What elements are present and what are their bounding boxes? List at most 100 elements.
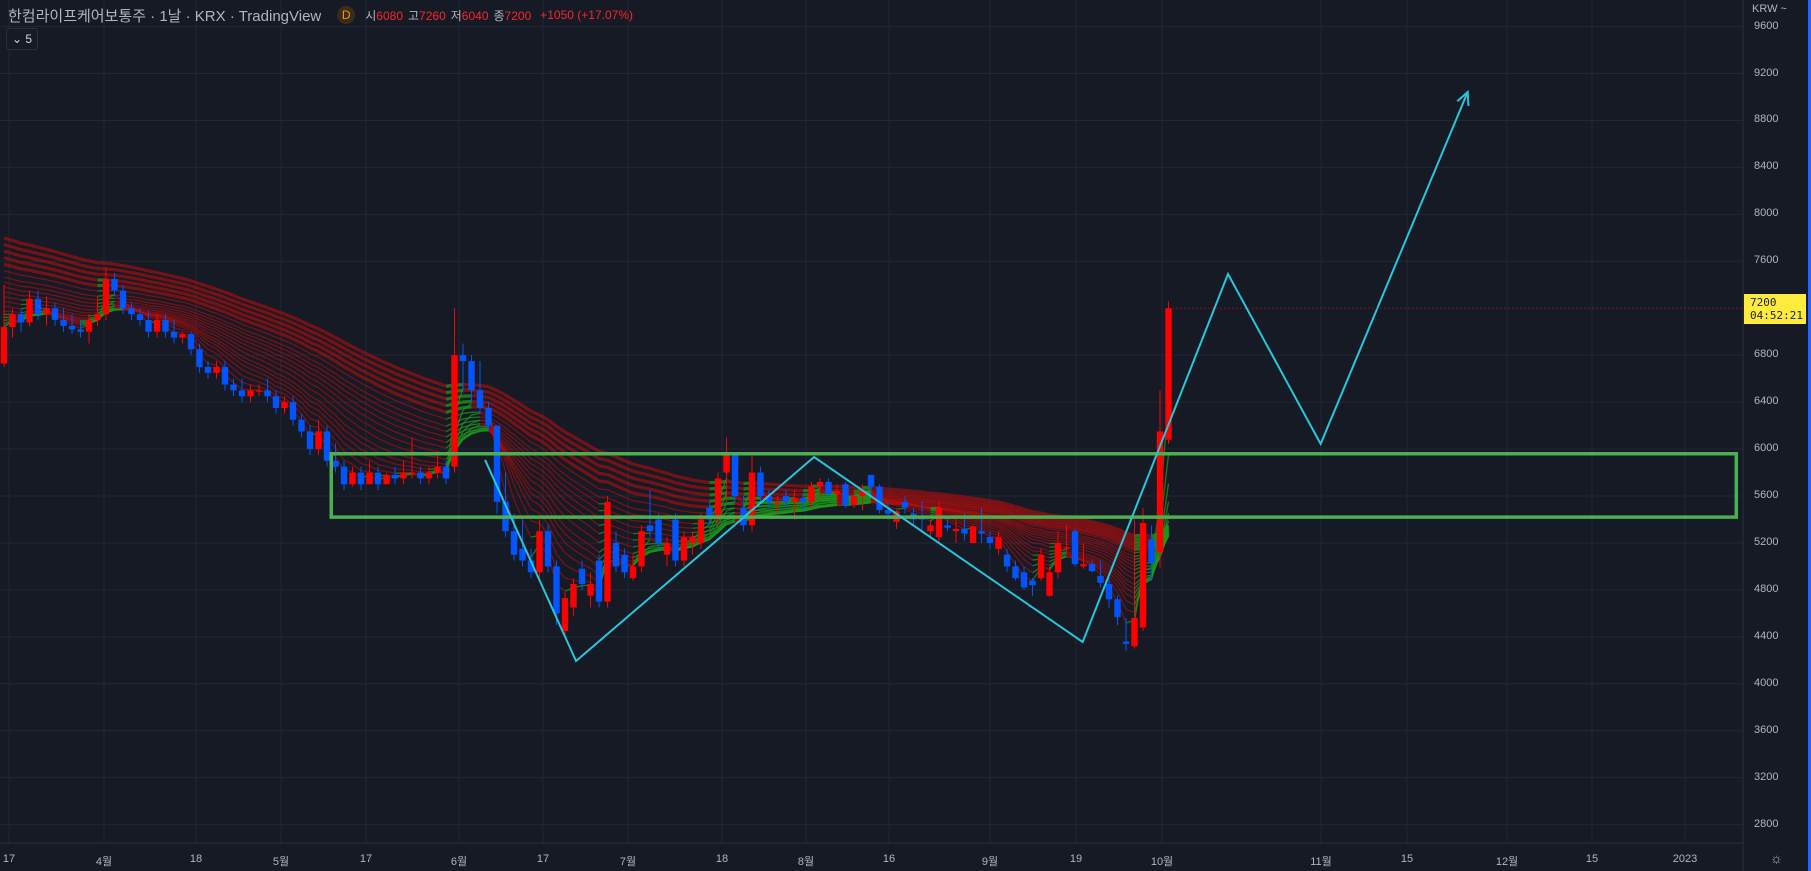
time-tick: 11월 bbox=[1310, 856, 1332, 868]
ema-segment bbox=[428, 449, 438, 453]
candle-body bbox=[680, 537, 688, 561]
ema-segment bbox=[309, 340, 320, 348]
ema-segment bbox=[1083, 558, 1093, 562]
ema-segment bbox=[352, 435, 362, 444]
ema-segment bbox=[207, 354, 217, 360]
ema-segment bbox=[301, 402, 311, 413]
ema-segment bbox=[1023, 525, 1033, 531]
time-tick: 17 bbox=[359, 853, 373, 865]
ema-segment bbox=[88, 277, 98, 282]
ema-segment bbox=[505, 438, 515, 448]
ema-segment bbox=[3, 243, 13, 249]
ema-segment bbox=[37, 292, 47, 295]
ema-segment bbox=[546, 437, 558, 448]
candle-body bbox=[825, 481, 832, 494]
ema-segment bbox=[88, 271, 98, 276]
ema-segment bbox=[989, 511, 999, 515]
ema-segment bbox=[63, 288, 73, 293]
ema-segment bbox=[649, 487, 659, 493]
ema-segment bbox=[1015, 504, 1025, 511]
ema-segment bbox=[581, 454, 592, 462]
ema-segment bbox=[148, 314, 158, 317]
ema-segment bbox=[947, 505, 957, 509]
ema-segment bbox=[1032, 527, 1042, 531]
ema-segment bbox=[267, 349, 277, 355]
ema-segment bbox=[615, 469, 626, 477]
ema-segment bbox=[1023, 507, 1033, 514]
ema-segment bbox=[641, 493, 651, 498]
ema-segment bbox=[420, 434, 430, 439]
ema-segment bbox=[71, 278, 81, 285]
ema-segment bbox=[258, 386, 268, 391]
ema-segment bbox=[241, 297, 252, 304]
ema-segment bbox=[513, 475, 524, 494]
ema-segment bbox=[564, 533, 574, 542]
ema-segment bbox=[504, 410, 515, 419]
ema-segment bbox=[556, 459, 566, 468]
data-status-badge[interactable]: D bbox=[337, 6, 356, 24]
ema-segment bbox=[292, 375, 302, 383]
candle-body bbox=[663, 542, 671, 555]
ema-segment bbox=[1117, 565, 1127, 575]
settings-gear-icon[interactable]: ☼ bbox=[1770, 850, 1783, 866]
drawings[interactable] bbox=[329, 89, 1743, 663]
ema-segment bbox=[37, 258, 47, 264]
ema-segment bbox=[71, 312, 81, 316]
high-value: 7260 bbox=[419, 8, 446, 23]
ema-segment bbox=[148, 311, 158, 314]
open-label: 시 bbox=[365, 8, 377, 23]
ema-segment bbox=[590, 526, 600, 535]
ema-segment bbox=[369, 393, 379, 400]
ema-segment bbox=[1066, 518, 1076, 524]
symbol-title[interactable]: 한컴라이프케어보통주 · 1날 · KRX · TradingView bbox=[8, 7, 322, 25]
ema-segment bbox=[1006, 533, 1016, 542]
ema-segment bbox=[606, 458, 617, 466]
ema-segment bbox=[216, 341, 226, 349]
ema-segment bbox=[343, 346, 354, 355]
ema-segment bbox=[233, 362, 243, 371]
ema-segment bbox=[555, 438, 566, 447]
path-drawing bbox=[484, 91, 1469, 663]
ema-segment bbox=[1032, 531, 1042, 535]
ema-segment bbox=[360, 355, 371, 363]
ema-segment bbox=[1125, 531, 1135, 538]
ema-segment bbox=[63, 292, 73, 297]
ema-segment bbox=[80, 281, 90, 286]
time-tick: 5월 bbox=[272, 856, 290, 868]
ema-segment bbox=[1015, 525, 1025, 531]
ema-segment bbox=[232, 299, 243, 306]
ema-segment bbox=[904, 497, 914, 502]
ema-segment bbox=[71, 295, 81, 299]
ema-segment bbox=[632, 520, 642, 523]
currency-selector[interactable]: KRW ~ bbox=[1752, 3, 1787, 15]
ema-segment bbox=[394, 463, 404, 467]
ema-segment bbox=[462, 428, 472, 437]
candle-body bbox=[884, 510, 892, 514]
ema-segment bbox=[513, 463, 524, 476]
indicators-collapse-button[interactable]: ⌄ 5 bbox=[6, 28, 38, 50]
ema-segment bbox=[360, 349, 371, 357]
ema-segment bbox=[649, 544, 659, 548]
ema-segment bbox=[80, 287, 90, 291]
ema-segment bbox=[131, 296, 141, 299]
ema-segment bbox=[921, 507, 931, 512]
ema-segment bbox=[224, 301, 235, 308]
ema-segment bbox=[46, 253, 56, 260]
ema-segment bbox=[726, 520, 736, 525]
ema-segment bbox=[989, 525, 999, 529]
ema-segment bbox=[301, 376, 311, 384]
ema-segment bbox=[309, 377, 319, 383]
ema-segment bbox=[394, 385, 405, 392]
ema-segment bbox=[436, 401, 447, 408]
ema-segment bbox=[581, 546, 591, 554]
ema-segment bbox=[182, 308, 192, 312]
ema-segment bbox=[1006, 502, 1016, 509]
ema-segment bbox=[981, 512, 991, 516]
ema-segment bbox=[1108, 556, 1118, 563]
ema-segment bbox=[12, 238, 22, 245]
ema-segment bbox=[3, 249, 13, 256]
ema-segment bbox=[539, 485, 549, 495]
ema-segment bbox=[1006, 530, 1016, 539]
ema-segment bbox=[419, 402, 430, 409]
